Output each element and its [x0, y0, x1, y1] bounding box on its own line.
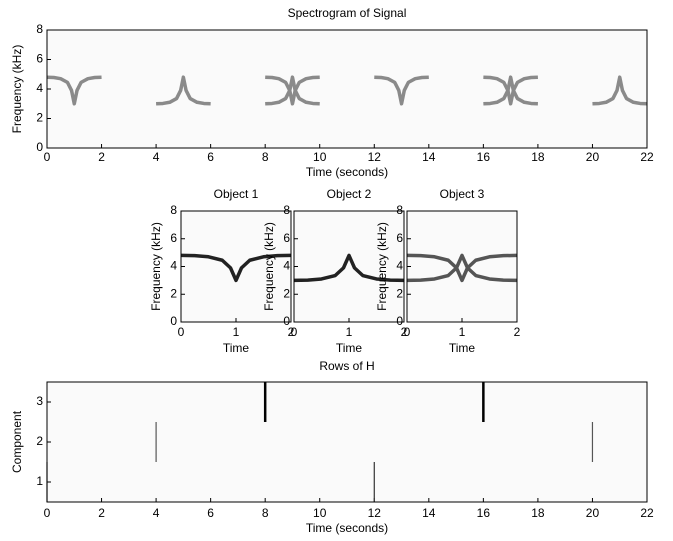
x-axis-label: Time [449, 341, 476, 355]
spectral-curve [374, 75, 429, 106]
spectral-curve [265, 75, 320, 106]
x-tick-label: 18 [531, 150, 545, 164]
y-axis-label: Component [10, 410, 24, 473]
x-tick-label: 0 [404, 325, 411, 339]
x-tick-label: 2 [98, 506, 105, 520]
y-tick-label: 8 [170, 203, 177, 217]
y-tick-label: 2 [283, 286, 290, 300]
y-tick-label: 6 [396, 231, 403, 245]
x-tick-label: 0 [44, 506, 51, 520]
y-tick-label: 6 [36, 52, 43, 66]
spectral-curve [483, 75, 538, 106]
y-tick-label: 1 [36, 474, 43, 488]
spectral-curve [592, 75, 648, 106]
x-tick-label: 20 [586, 150, 600, 164]
y-axis-label: Frequency (kHz) [10, 45, 24, 134]
spectral-curve [406, 253, 518, 283]
y-tick-label: 8 [36, 22, 43, 36]
x-tick-label: 6 [207, 150, 214, 164]
plot-border [180, 210, 292, 323]
x-tick-label: 8 [262, 150, 269, 164]
y-tick-label: 2 [36, 434, 43, 448]
y-tick-label: 2 [396, 286, 403, 300]
plot-border [46, 29, 648, 149]
plot-border [406, 210, 518, 323]
x-tick-label: 1 [459, 325, 466, 339]
plot-border [293, 210, 405, 323]
y-tick-label: 8 [396, 203, 403, 217]
y-tick-label: 3 [36, 394, 43, 408]
x-tick-label: 1 [346, 325, 353, 339]
x-tick-label: 8 [262, 506, 269, 520]
x-tick-label: 22 [640, 506, 654, 520]
x-tick-label: 12 [368, 150, 382, 164]
x-tick-label: 2 [98, 150, 105, 164]
spectral-curve [406, 253, 518, 283]
x-axis-label: Time (seconds) [306, 521, 388, 535]
y-tick-label: 4 [36, 81, 43, 95]
x-tick-label: 2 [288, 325, 295, 339]
x-axis-label: Time [336, 341, 363, 355]
y-tick-label: 4 [283, 259, 290, 273]
x-tick-label: 10 [313, 506, 327, 520]
x-tick-label: 12 [368, 506, 382, 520]
x-tick-label: 14 [422, 506, 436, 520]
chart-title: Object 3 [440, 187, 485, 201]
y-tick-label: 2 [170, 286, 177, 300]
x-axis-label: Time [223, 341, 250, 355]
x-tick-label: 2 [401, 325, 408, 339]
x-tick-label: 10 [313, 150, 327, 164]
x-tick-label: 16 [477, 150, 491, 164]
y-tick-label: 4 [396, 259, 403, 273]
x-tick-label: 18 [531, 506, 545, 520]
plot-area [46, 381, 648, 503]
chart-title: Object 1 [214, 187, 259, 201]
y-tick-label: 2 [36, 111, 43, 125]
x-tick-label: 0 [291, 325, 298, 339]
x-tick-label: 1 [233, 325, 240, 339]
x-tick-label: 4 [153, 506, 160, 520]
spectral-curve [293, 253, 405, 283]
y-tick-label: 6 [283, 231, 290, 245]
y-tick-label: 4 [170, 259, 177, 273]
x-axis-label: Time (seconds) [306, 165, 388, 179]
y-tick-label: 0 [170, 314, 177, 328]
x-tick-label: 16 [477, 506, 491, 520]
x-tick-label: 6 [207, 506, 214, 520]
plot-area [406, 210, 518, 323]
x-tick-label: 4 [153, 150, 160, 164]
x-tick-label: 2 [514, 325, 521, 339]
x-tick-label: 14 [422, 150, 436, 164]
spectral-curve [156, 75, 211, 106]
spectral-curve [483, 75, 538, 106]
spectral-curve [265, 75, 320, 106]
chart-title: Spectrogram of Signal [288, 6, 407, 20]
y-tick-label: 0 [283, 314, 290, 328]
x-tick-label: 22 [640, 150, 654, 164]
chart-title: Object 2 [327, 187, 372, 201]
spectral-curve [180, 253, 292, 283]
chart-title: Rows of H [319, 359, 374, 373]
plot-border [46, 381, 648, 503]
y-axis-label: Frequency (kHz) [262, 222, 276, 311]
y-tick-label: 6 [170, 231, 177, 245]
x-tick-label: 0 [44, 150, 51, 164]
y-tick-label: 0 [36, 140, 43, 154]
x-tick-label: 0 [178, 325, 185, 339]
spectral-curve [46, 75, 102, 106]
y-axis-label: Frequency (kHz) [375, 222, 389, 311]
y-tick-label: 0 [396, 314, 403, 328]
plot-area [46, 29, 648, 149]
y-axis-label: Frequency (kHz) [149, 222, 163, 311]
y-tick-label: 8 [283, 203, 290, 217]
x-tick-label: 20 [586, 506, 600, 520]
